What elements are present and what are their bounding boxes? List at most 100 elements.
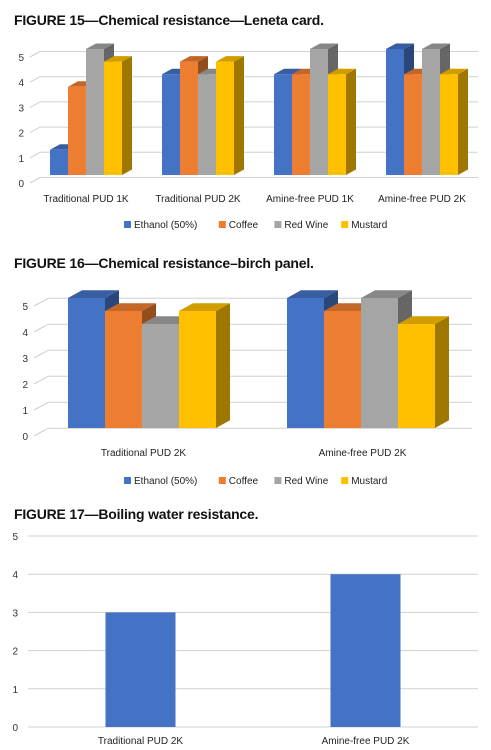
- legend-item-red-wine: Red Wine: [274, 476, 329, 487]
- legend-swatch: [218, 477, 226, 484]
- bar-top: [440, 68, 468, 75]
- gridline-slant: [29, 151, 41, 159]
- y-tick-label: 1: [12, 685, 18, 696]
- x-category-label: Traditional PUD 2K: [155, 194, 241, 205]
- legend-label: Coffee: [229, 476, 259, 487]
- legend-item-ethanol-50: Ethanol (50%): [124, 220, 197, 231]
- y-tick-label: 3: [18, 103, 24, 114]
- gridline-slant: [33, 375, 49, 385]
- gridline-slant: [33, 323, 49, 333]
- legend-item-ethanol-50: Ethanol (50%): [124, 476, 197, 487]
- bar-amine-free-pud-2k-mustard: [440, 68, 468, 175]
- bar-front: [292, 74, 310, 175]
- gridline-slant: [29, 126, 41, 134]
- bar-front: [68, 298, 105, 428]
- bar-top: [105, 303, 156, 311]
- bar-side: [234, 56, 244, 175]
- y-tick-label: 2: [18, 129, 24, 140]
- bar-side: [122, 56, 132, 175]
- x-category-label: Traditional PUD 1K: [43, 194, 129, 205]
- y-tick-label: 1: [18, 154, 24, 165]
- bar-top: [274, 68, 302, 75]
- figure-17-chart: 0 1 2 3 4 5 Traditional PUD 2K Amine-free PUD 2…: [12, 532, 478, 747]
- bar-front: [310, 49, 328, 175]
- legend-item-coffee: Coffee: [218, 220, 259, 231]
- bar-front: [274, 74, 292, 175]
- bar-top: [328, 68, 356, 75]
- gridline-slant: [33, 349, 49, 359]
- legend-swatch: [124, 477, 131, 484]
- figure-17-title: FIGURE 17—Boiling water resistance.: [14, 506, 259, 522]
- bar-front: [142, 324, 179, 428]
- bar-amine-free-pud-2k: [330, 574, 401, 727]
- y-tick-label: 3: [22, 354, 28, 365]
- bar-front: [398, 324, 435, 428]
- bar-side: [435, 316, 449, 428]
- bar-front: [198, 74, 216, 175]
- x-category-label: Traditional PUD 2K: [101, 448, 187, 459]
- y-tick-label: 1: [22, 406, 28, 417]
- legend-item-mustard: Mustard: [341, 220, 387, 231]
- bar-front: [216, 61, 234, 175]
- y-tick-label: 0: [18, 179, 24, 190]
- bar-top: [216, 56, 244, 62]
- bar-front: [162, 74, 180, 175]
- bar-top: [398, 316, 449, 324]
- bar-front: [68, 86, 86, 175]
- x-category-label: Amine-free PUD 2K: [319, 448, 407, 459]
- bar-side: [346, 68, 356, 175]
- y-tick-label: 2: [12, 647, 18, 658]
- legend-item-red-wine: Red Wine: [274, 220, 329, 231]
- legend-swatch: [274, 221, 282, 228]
- y-tick-label: 4: [22, 328, 28, 339]
- legend-label: Red Wine: [284, 476, 328, 487]
- legend-item-coffee: Coffee: [218, 476, 259, 487]
- legend-label: Mustard: [351, 476, 387, 487]
- legend-label: Red Wine: [284, 220, 328, 231]
- y-tick-label: 3: [12, 608, 18, 619]
- legend-label: Coffee: [229, 220, 259, 231]
- bar-top: [361, 290, 412, 298]
- bar-front: [287, 298, 324, 428]
- bar-front: [440, 74, 458, 175]
- legend-item-mustard: Mustard: [341, 476, 387, 487]
- x-category-label: Amine-free PUD 1K: [266, 194, 354, 205]
- bar-amine-free-pud-2k-mustard: [398, 316, 449, 428]
- bar-front: [386, 49, 404, 175]
- bar-top: [104, 56, 132, 62]
- gridline-slant: [33, 297, 49, 307]
- bar-side: [458, 68, 468, 175]
- legend-swatch: [124, 221, 131, 228]
- y-tick-label: 0: [22, 432, 28, 443]
- gridline-slant: [29, 101, 41, 108]
- gridline-slant: [33, 401, 49, 411]
- gridline-slant: [33, 427, 49, 437]
- legend-label: Mustard: [351, 220, 387, 231]
- figure-15-title: FIGURE 15—Chemical resistance—Leneta car…: [14, 12, 324, 28]
- bar-amine-free-pud-1k-mustard: [328, 68, 356, 175]
- figure-16-title: FIGURE 16—Chemical resistance–birch pane…: [14, 255, 314, 271]
- bar-front: [86, 49, 104, 175]
- y-tick-label: 5: [12, 532, 18, 543]
- bar-top: [287, 290, 338, 298]
- bar-front: [104, 61, 122, 175]
- y-tick-label: 5: [18, 53, 24, 64]
- legend-label: Ethanol (50%): [134, 220, 197, 231]
- y-tick-label: 4: [18, 78, 24, 89]
- bar-front: [105, 311, 142, 428]
- bar-front: [361, 298, 398, 428]
- gridline-slant: [29, 177, 41, 184]
- x-category-label: Amine-free PUD 2K: [322, 736, 410, 747]
- gridline-slant: [29, 51, 41, 58]
- bar-front: [422, 49, 440, 175]
- bar-top: [68, 290, 119, 298]
- x-category-label: Traditional PUD 2K: [98, 736, 184, 747]
- legend-swatch: [274, 477, 282, 484]
- bar-front: [324, 311, 361, 428]
- bar-top: [310, 43, 338, 49]
- bar-traditional-pud-2k-mustard: [216, 56, 244, 175]
- bar-top: [422, 43, 450, 49]
- bar-front: [180, 61, 198, 175]
- legend-label: Ethanol (50%): [134, 476, 197, 487]
- bar-traditional-pud-2k: [105, 612, 176, 727]
